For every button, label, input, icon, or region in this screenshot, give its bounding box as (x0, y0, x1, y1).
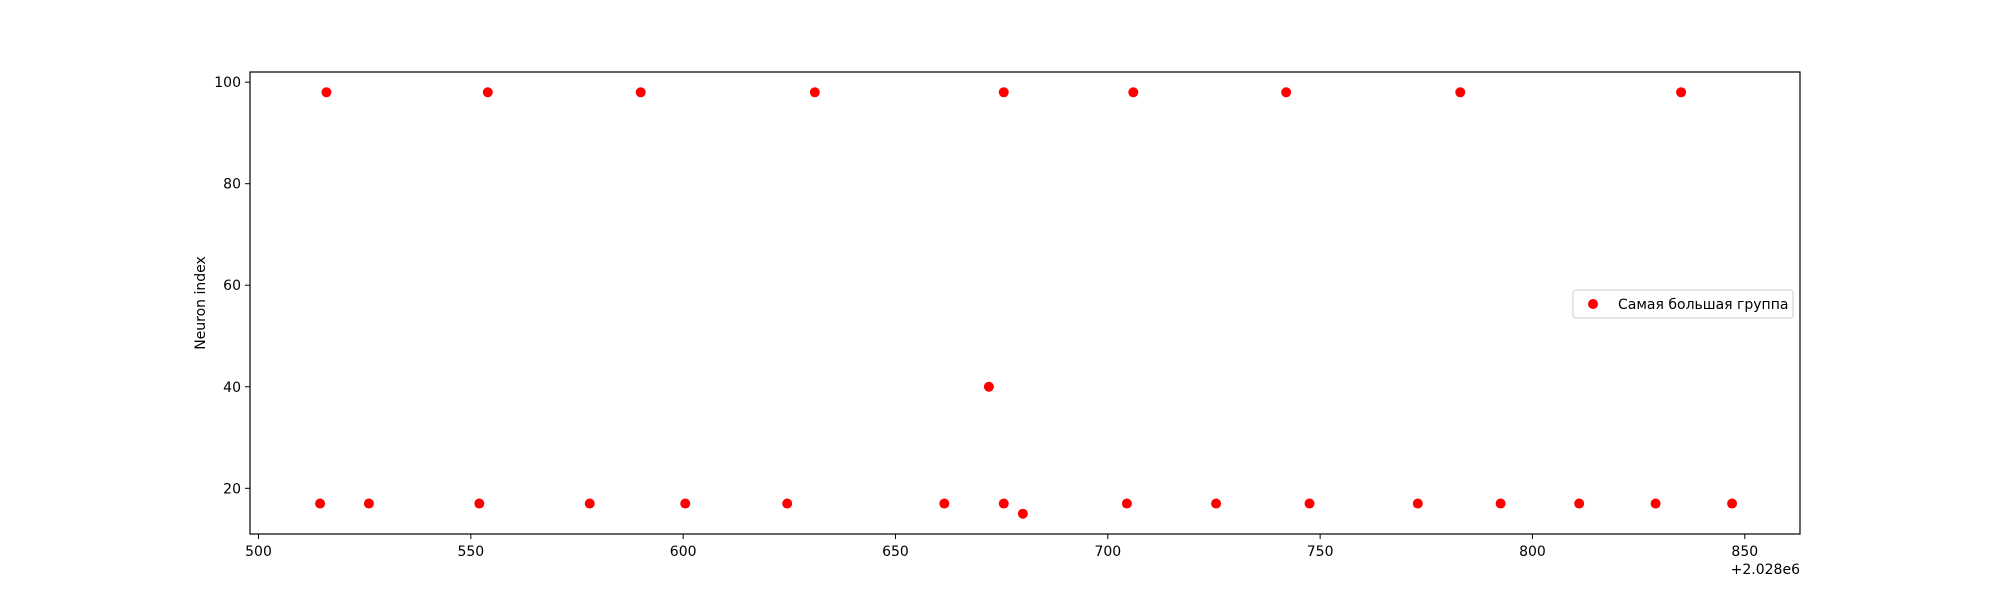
x-tick-label: 700 (1094, 544, 1121, 560)
data-point (315, 498, 326, 509)
y-tick-label: 80 (223, 177, 241, 193)
data-point (809, 87, 820, 98)
data-point (1574, 498, 1585, 509)
x-tick-label: 750 (1307, 544, 1334, 560)
y-tick-label: 100 (214, 75, 241, 91)
x-tick-label: 600 (670, 544, 697, 560)
y-tick-label: 20 (223, 481, 241, 497)
y-tick-label: 40 (223, 380, 241, 396)
data-point (1495, 498, 1506, 509)
y-axis-label: Neuron index (193, 256, 209, 350)
data-point (474, 498, 485, 509)
x-tick-label: 500 (245, 544, 272, 560)
legend-marker (1588, 299, 1598, 309)
data-point (1017, 508, 1028, 519)
data-point (1211, 498, 1222, 509)
data-point (1128, 87, 1139, 98)
data-point (1676, 87, 1687, 98)
x-tick-label: 850 (1731, 544, 1758, 560)
plot-frame (249, 71, 1801, 535)
data-point (998, 87, 1009, 98)
x-axis-ticks: 500 550 600 650 700 750 800 850 (245, 534, 1758, 560)
legend: Самая большая группа (1572, 289, 1794, 319)
legend-label: Самая большая группа (1618, 297, 1788, 313)
data-point (939, 498, 950, 509)
data-point (983, 381, 994, 392)
legend-frame (1572, 289, 1794, 319)
x-offset-label: +2.028e6 (1731, 562, 1800, 578)
data-point (321, 87, 332, 98)
data-point (1121, 498, 1132, 509)
data-point (782, 498, 793, 509)
data-point (1650, 498, 1661, 509)
plot-area (250, 72, 1800, 534)
y-tick-label: 60 (223, 278, 241, 294)
data-point (1455, 87, 1466, 98)
data-point (363, 498, 374, 509)
x-tick-label: 650 (882, 544, 909, 560)
data-point (1281, 87, 1292, 98)
y-axis-ticks: 20 40 60 80 100 (214, 75, 250, 497)
data-point (1412, 498, 1423, 509)
data-point (584, 498, 595, 509)
data-point (1304, 498, 1315, 509)
data-point (1727, 498, 1738, 509)
data-points (315, 87, 1738, 519)
data-point (680, 498, 691, 509)
x-tick-label: 550 (457, 544, 484, 560)
x-tick-label: 800 (1519, 544, 1546, 560)
data-point (635, 87, 646, 98)
data-point (998, 498, 1009, 509)
data-point (482, 87, 493, 98)
